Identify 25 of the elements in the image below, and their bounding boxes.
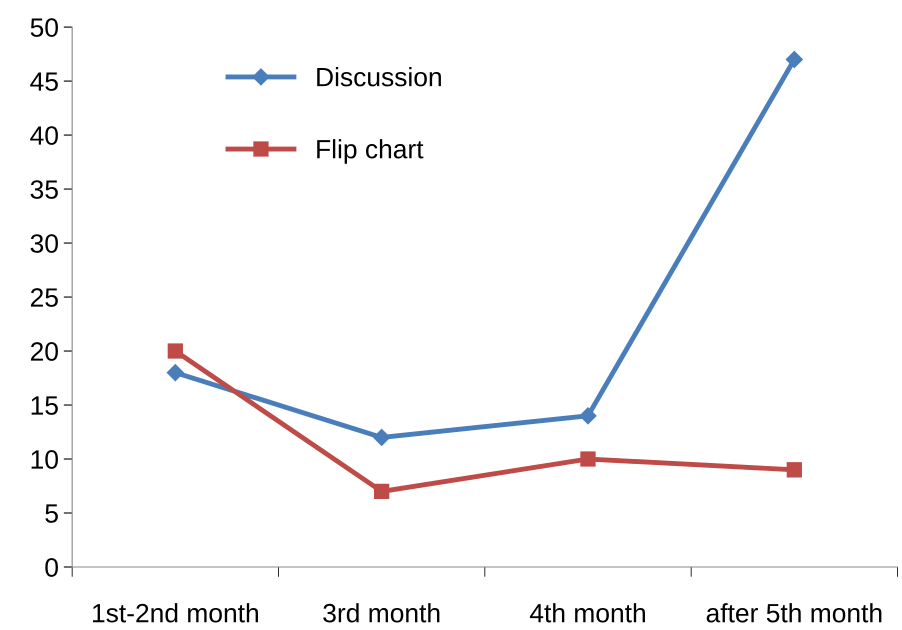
y-tick-label: 45 (30, 72, 58, 91)
y-tick-label: 20 (30, 342, 58, 361)
y-tick-label: 40 (30, 126, 58, 145)
point (786, 462, 802, 478)
y-tick-label: 5 (45, 504, 58, 523)
y-tick-label: 50 (30, 18, 58, 37)
point (580, 451, 596, 467)
y-tick-label: 10 (32, 450, 58, 469)
point (786, 50, 803, 68)
point (166, 364, 184, 382)
legend-label: Flip chart (317, 139, 424, 164)
x-tick-label: after 5th month (706, 603, 882, 622)
y-tick-label: 0 (45, 558, 58, 577)
x-tick-label: 4th month (530, 603, 645, 622)
point (374, 484, 390, 500)
point (373, 428, 390, 446)
x-tick-label: 1st-2nd month (93, 603, 258, 622)
point (168, 343, 183, 359)
y-tick-label: 30 (30, 234, 58, 253)
point (579, 407, 597, 424)
x-tick-label: 3rd month (323, 603, 440, 622)
y-tick-label: 25 (30, 288, 58, 307)
y-tick-label: 15 (32, 396, 58, 415)
y-tick-label: 35 (30, 180, 58, 199)
legend-label: Discussion (317, 67, 441, 86)
